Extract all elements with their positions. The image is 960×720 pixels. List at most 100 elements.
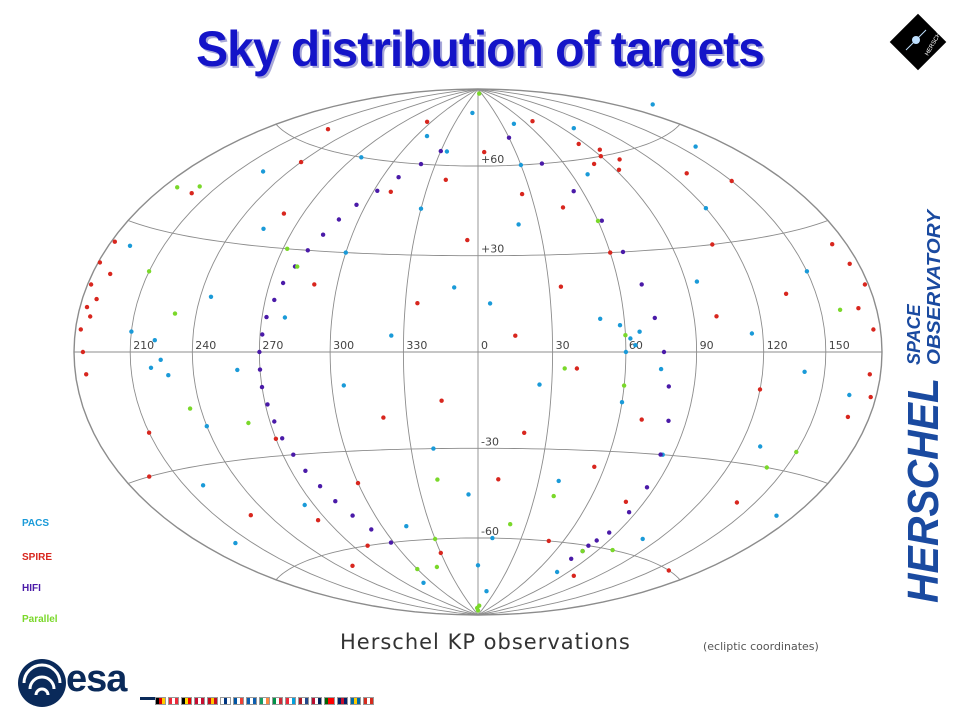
point-pacs — [617, 323, 623, 328]
point-parallel — [580, 548, 585, 554]
point-spire — [862, 282, 868, 287]
point-pacs — [452, 285, 457, 290]
flag-icon — [311, 697, 322, 705]
side-brand-line2: OBSERVATORY — [924, 208, 944, 365]
point-hifi — [644, 485, 650, 490]
point-pacs — [804, 269, 810, 274]
point-spire — [147, 474, 152, 479]
point-hifi — [336, 217, 342, 222]
parallel-line — [127, 447, 829, 484]
flag-icon — [194, 697, 205, 705]
point-spire — [415, 301, 420, 306]
point-pacs — [421, 580, 426, 585]
point-pacs — [404, 524, 409, 529]
point-pacs — [554, 569, 560, 575]
projection-grid — [73, 88, 883, 616]
esa-text: esa — [66, 658, 127, 700]
point-hifi — [626, 510, 632, 515]
point-hifi — [569, 556, 574, 561]
point-hifi — [639, 282, 644, 287]
point-spire — [576, 141, 581, 147]
point-pacs — [487, 301, 493, 306]
lon-tick-label: 90 — [700, 339, 714, 352]
flag-icon — [168, 697, 179, 705]
point-pacs — [302, 502, 307, 508]
point-pacs — [749, 331, 755, 336]
side-brand-line1: SPACE — [904, 303, 924, 365]
point-spire — [558, 284, 564, 289]
point-hifi — [620, 249, 626, 255]
parallel-line — [275, 123, 681, 167]
point-spire — [84, 304, 90, 310]
point-hifi — [272, 297, 277, 303]
point-spire — [684, 171, 689, 176]
point-parallel — [474, 605, 480, 611]
point-spire — [597, 147, 602, 152]
legend-parallel: Parallel — [22, 614, 58, 625]
flag-icon — [363, 697, 374, 705]
lon-tick-label: 270 — [262, 339, 283, 352]
member-flags — [155, 697, 374, 707]
point-pacs — [343, 250, 348, 255]
legend-hifi: HIFI — [22, 583, 41, 594]
point-pacs — [598, 316, 603, 321]
flag-icon — [233, 697, 244, 705]
point-parallel — [595, 218, 601, 224]
point-spire — [871, 327, 876, 332]
lon-tick-label: 0 — [481, 339, 488, 352]
point-spire — [281, 211, 287, 216]
point-pacs — [166, 373, 171, 378]
point-spire — [856, 306, 861, 311]
point-spire — [273, 436, 279, 441]
point-pacs — [261, 226, 266, 231]
point-parallel — [837, 307, 843, 312]
point-spire — [560, 205, 566, 210]
point-hifi — [259, 384, 265, 390]
point-parallel — [415, 566, 420, 572]
point-pacs — [703, 206, 709, 211]
point-parallel — [246, 420, 251, 426]
point-spire — [482, 149, 487, 155]
point-spire — [783, 291, 789, 296]
point-pacs — [431, 446, 436, 451]
point-spire — [84, 372, 89, 377]
lon-tick-label: 330 — [406, 339, 427, 352]
point-pacs — [693, 144, 698, 149]
flag-icon — [272, 697, 283, 705]
flag-icon — [324, 697, 335, 705]
point-hifi — [396, 175, 401, 180]
point-parallel — [764, 465, 769, 470]
point-spire — [112, 239, 118, 244]
point-spire — [365, 543, 370, 548]
point-hifi — [350, 513, 355, 518]
point-parallel — [285, 246, 290, 251]
flag-icon — [246, 697, 257, 705]
point-spire — [388, 189, 393, 194]
point-pacs — [389, 333, 394, 338]
lon-tick-label: 300 — [333, 339, 354, 352]
point-pacs — [571, 126, 576, 131]
point-spire — [710, 242, 715, 247]
flag-icon — [181, 697, 192, 705]
point-parallel — [187, 406, 193, 411]
point-pacs — [633, 343, 638, 348]
point-parallel — [435, 477, 440, 482]
point-pacs — [774, 513, 779, 518]
point-hifi — [265, 402, 270, 407]
point-hifi — [438, 148, 443, 154]
point-hifi — [320, 232, 326, 237]
point-spire — [830, 242, 835, 247]
point-spire — [574, 366, 580, 371]
point-hifi — [506, 135, 512, 140]
point-pacs — [200, 483, 206, 488]
point-pacs — [490, 535, 495, 541]
point-pacs — [204, 424, 209, 429]
point-pacs — [640, 536, 645, 542]
point-pacs — [802, 369, 807, 374]
point-pacs — [758, 444, 763, 449]
point-hifi — [666, 418, 671, 423]
flag-icon — [220, 697, 231, 705]
point-hifi — [539, 161, 545, 166]
point-hifi — [418, 161, 424, 167]
